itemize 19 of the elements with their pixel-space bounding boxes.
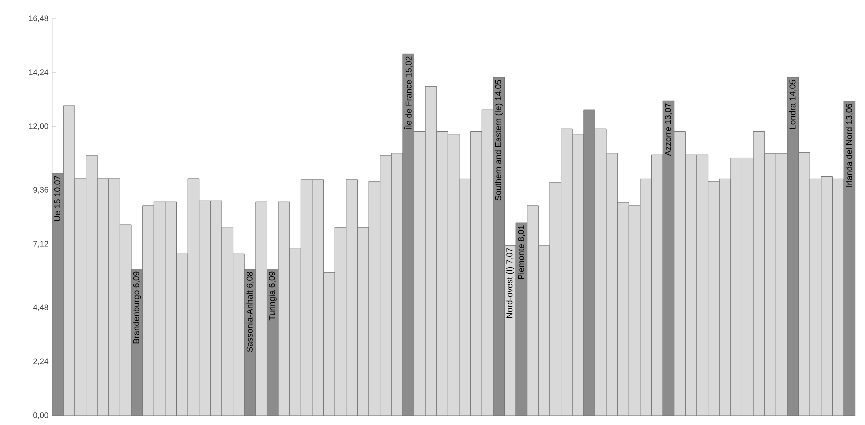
y-tick-label: 9,36 <box>34 187 48 194</box>
data-label: Turingia 6,09 <box>268 272 277 321</box>
data-label: Sassonia-Anhalt 6,08 <box>246 272 254 352</box>
y-tick-label: 2,24 <box>34 358 49 366</box>
data-label: Ue 15 10,07 <box>54 176 62 222</box>
y-tick-label: 4,48 <box>33 304 48 312</box>
y-tick-label: 14,24 <box>29 70 49 76</box>
y-tick-label: 7,12 <box>34 241 48 248</box>
data-label: Île de France 15,02 <box>404 56 413 130</box>
data-label: Brandenburgo 6,09 <box>133 272 142 344</box>
y-tick-label: 0,00 <box>34 412 49 420</box>
data-label: Piemonte 8,01 <box>518 226 526 280</box>
data-label: Southern and Eastern (Ie) 14,05 <box>495 80 504 201</box>
y-tick-label: 12,00 <box>29 124 49 130</box>
data-label: Londra 14,05 <box>790 80 797 130</box>
data-label: Nord-ovest (I) 7,07 <box>506 248 514 318</box>
data-label: Irlanda del Nord 13,06 <box>846 104 854 187</box>
data-label: Azzorre 13,07 <box>665 104 672 156</box>
y-tick-label: 16,48 <box>29 16 48 22</box>
